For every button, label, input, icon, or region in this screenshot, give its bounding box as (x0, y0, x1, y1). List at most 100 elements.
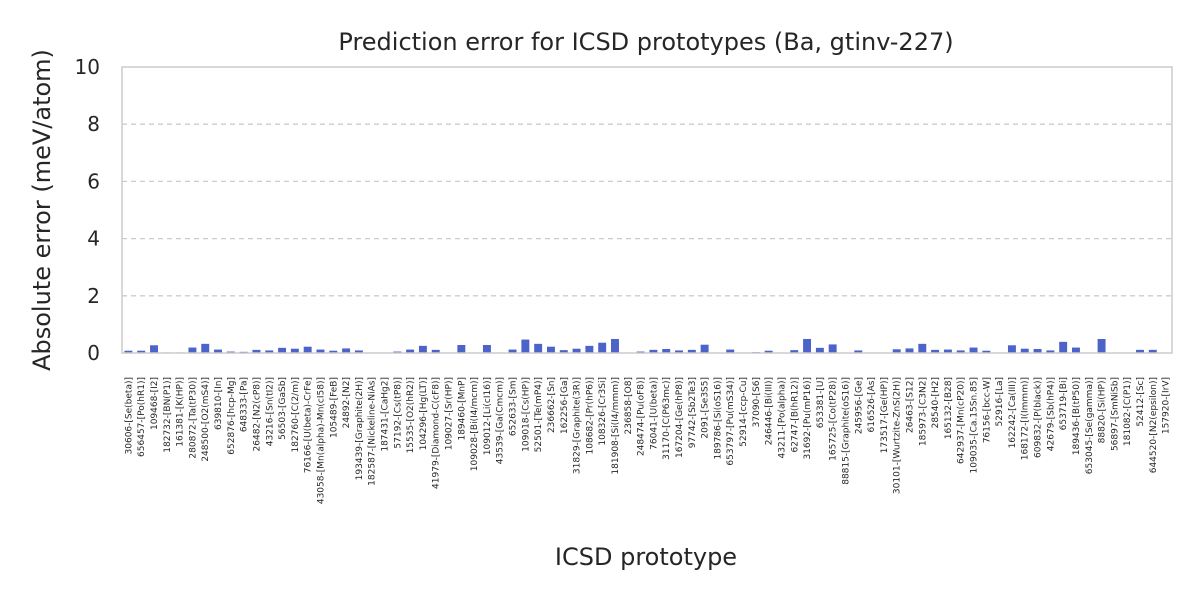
y-gridlines (122, 123, 1172, 297)
y-tick-label: 10 (75, 55, 100, 79)
bar (943, 349, 952, 353)
bar (585, 345, 594, 353)
bar (956, 350, 965, 353)
bar (406, 349, 415, 353)
x-tick-label: 2091-[Se3S5] (701, 377, 711, 439)
bar (278, 347, 287, 353)
bar (982, 350, 991, 353)
bar (598, 342, 607, 353)
x-tick-label: 76166-[U(beta)-CrFe] (304, 377, 314, 473)
x-tick-label: 185973-[C3N2] (918, 377, 928, 446)
x-tick-label: 37090-[S6] (752, 377, 762, 427)
x-tick-label: 236662-[Sn] (547, 377, 557, 433)
bar (1071, 347, 1080, 353)
x-tick-label: 189786-[Si(oS16)] (713, 377, 723, 460)
x-tick-label: 236858-[O8] (624, 377, 634, 434)
x-tick-label: 57192-[Cs(tP8)] (393, 377, 403, 449)
x-tick-label: 616526-[As] (867, 377, 877, 432)
x-tick-label: 245956-[Ge] (854, 377, 864, 434)
x-tick-label: 246446-[Bi(III)] (765, 377, 775, 445)
x-tick-label: 43058-[Mn(alpha)-Mn(cI58)] (316, 377, 326, 504)
bar (482, 344, 491, 353)
bar (803, 338, 812, 353)
bar (521, 339, 530, 353)
x-tick-labels: 30606-[Se(beta)] 656457-[Po(hR1)] 109468-[… (124, 377, 1171, 504)
bar (201, 343, 210, 353)
x-tick-label: 644520-[N2(epsilon)] (1149, 377, 1159, 473)
bar (828, 344, 837, 353)
x-tick-label: 656457-[Po(hR1)] (137, 377, 147, 457)
x-tick-label: 52916-[La] (995, 377, 1005, 426)
x-tick-label: 165132-[B28] (944, 377, 954, 439)
x-tick-label: 642937-[Mn(cP20)] (957, 377, 967, 464)
x-tick-label: 162242-[Ca(III)] (1008, 377, 1018, 448)
bar (1097, 338, 1106, 353)
x-tick-label: 653381-[U] (816, 377, 826, 428)
x-tick-label: 31829-[Graphite(3R)] (573, 377, 583, 474)
bar (662, 348, 671, 353)
bar (649, 349, 658, 353)
bar (790, 350, 799, 353)
bar (854, 350, 863, 353)
x-tick-label: 182760-[C(2/m)] (291, 377, 301, 452)
x-tick-label: 24892-[N2] (342, 377, 352, 428)
bar (290, 348, 299, 353)
bar (354, 350, 363, 353)
x-tick-label: 52914-[ccp-Cu] (739, 377, 749, 447)
bar (188, 347, 197, 353)
x-tick-label: 88815-[Graphite(oS16)] (841, 377, 851, 485)
bar (559, 350, 568, 353)
bar (1059, 341, 1068, 353)
y-tick-label: 2 (87, 284, 100, 308)
x-tick-label: 189460-[MnP] (457, 377, 467, 441)
x-tick-label: 653719-[Bi] (1059, 377, 1069, 430)
x-tick-label: 653045-[Se(gamma)] (1085, 377, 1095, 474)
bar (329, 350, 338, 353)
bar (611, 338, 619, 353)
x-tick-label: 31692-[Pu(mP16)] (803, 377, 813, 460)
x-tick-label: 248500-[O2(mS4)] (201, 377, 211, 462)
bar (457, 344, 466, 353)
x-tick-label: 52501-[Te(mP4)] (534, 377, 544, 452)
bar (265, 350, 274, 353)
bar (905, 348, 914, 353)
x-tick-label: 31170-[C(P63mc)] (662, 377, 672, 460)
x-tick-label: 76156-[bcc-W] (982, 377, 992, 443)
bar (764, 350, 773, 353)
bar (431, 349, 440, 353)
x-tick-label: 15535-[O2(hR2)] (406, 377, 416, 453)
x-axis-label: ICSD prototype (555, 543, 737, 571)
x-tick-label: 167204-[Ge(hP8)] (675, 377, 685, 458)
x-tick-label: 43216-[Sn(tI2)] (265, 377, 275, 446)
chart-title: Prediction error for ICSD prototypes (Ba… (338, 28, 953, 56)
x-tick-label: 248474-[Pu(oF8)] (637, 377, 647, 456)
bar (1020, 348, 1029, 353)
bar (815, 347, 824, 353)
x-tick-label: 189436-[B(tP50)] (1072, 377, 1082, 455)
x-tick-label: 43211-[Po(alpha)] (777, 377, 787, 458)
x-tick-label: 43539-[Ga(Cmcm)] (496, 377, 506, 464)
bar (214, 349, 223, 353)
bar (150, 345, 158, 353)
x-tick-label: 62747-[B(hR12)] (790, 377, 800, 453)
x-tick-label: 109018-[Cs(HP)] (521, 377, 531, 452)
x-tick-label: 161381-[K(HP)] (176, 377, 186, 447)
bar (918, 343, 927, 353)
x-tick-label: 108326-[Cr3Si] (598, 377, 608, 446)
x-tick-label: 609832-[P(black)] (1034, 377, 1044, 458)
y-tick-label: 8 (87, 112, 100, 136)
x-tick-label: 30606-[Se(beta)] (124, 377, 134, 454)
bar (137, 350, 146, 353)
x-tick-label: 109468-[I2] (150, 377, 160, 430)
x-tick-label: 652876-[hcp-Mg] (227, 377, 237, 455)
bar (1148, 349, 1157, 353)
x-tick-label: 182587-[Nickeline-NiAs] (368, 377, 378, 486)
bar (969, 347, 978, 353)
bar (892, 349, 901, 353)
x-tick-label: 97742-[Sb2Te3] (688, 377, 698, 448)
x-tick-label: 105489-[FeB] (329, 377, 339, 438)
x-tick-label: 88820-[Si(HP)] (1098, 377, 1108, 443)
bar (508, 349, 517, 353)
